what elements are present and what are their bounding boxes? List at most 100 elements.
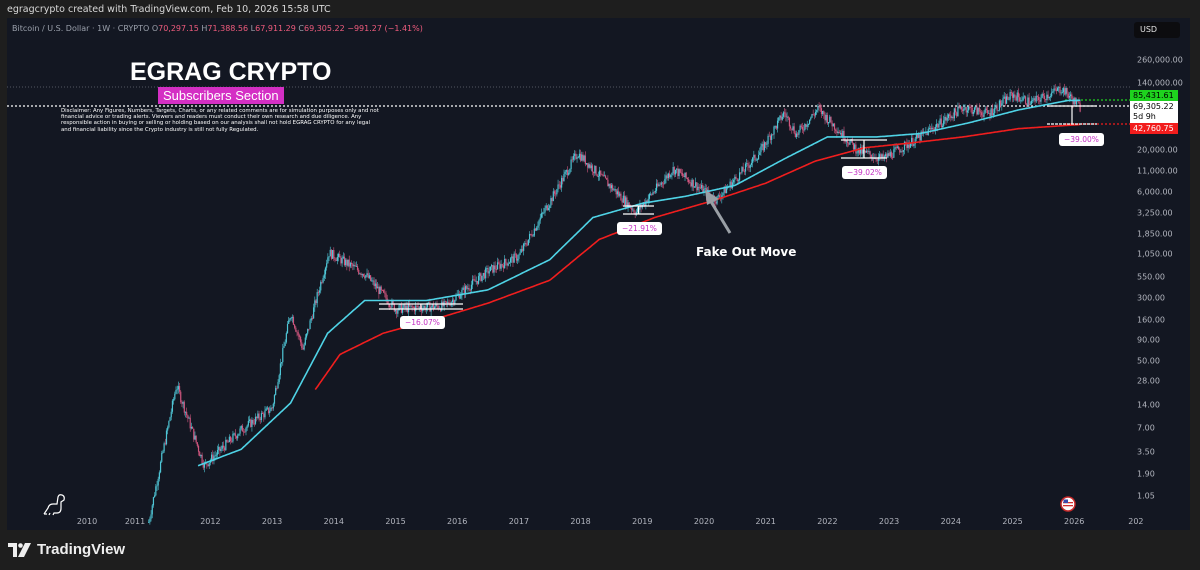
candle-body — [997, 110, 999, 112]
candle-body — [613, 189, 615, 191]
candle-body — [785, 113, 787, 118]
candle-body — [851, 138, 853, 143]
candle-body — [823, 111, 825, 115]
candle-body — [939, 118, 941, 124]
candle-body — [684, 172, 686, 178]
candle-body — [762, 143, 764, 151]
candle-body — [1051, 92, 1053, 97]
candle-body — [771, 134, 773, 140]
candle-body — [1022, 97, 1024, 101]
candle-body — [379, 286, 381, 294]
candle-body — [598, 170, 601, 177]
time-tick: 2013 — [261, 517, 283, 526]
candle-body — [587, 163, 589, 168]
candle-body — [685, 172, 687, 178]
candle-body — [659, 184, 661, 186]
candle-body — [444, 301, 446, 303]
us-flag-icon[interactable] — [1060, 496, 1076, 512]
candle-body — [750, 162, 753, 165]
candle-body — [905, 141, 907, 143]
candle-body — [1027, 97, 1029, 106]
candle-body — [894, 147, 896, 150]
candle-body — [914, 138, 916, 145]
candle-body — [849, 141, 851, 145]
candle-body — [463, 287, 465, 295]
candle-body — [257, 413, 259, 419]
candle-body — [790, 126, 792, 129]
candle-body — [683, 175, 685, 178]
candle-body — [686, 177, 688, 180]
candle-body — [858, 147, 861, 154]
candle-body — [1077, 100, 1079, 102]
candle-body — [259, 418, 261, 420]
candle-body — [481, 275, 483, 281]
candle-body — [215, 454, 217, 456]
candle-body — [509, 258, 512, 263]
candle-body — [527, 239, 529, 245]
candle-body — [402, 307, 404, 313]
candle-body — [576, 157, 578, 159]
candle-body — [531, 234, 533, 237]
candle-body — [617, 191, 620, 196]
chart-panel[interactable]: Bitcoin / U.S. Dollar · 1W · CRYPTO O70,… — [7, 18, 1190, 530]
candle-body — [163, 443, 165, 452]
candle-body — [519, 252, 521, 255]
time-tick: 2011 — [124, 517, 146, 526]
candle-body — [868, 151, 870, 153]
candle-body — [956, 112, 958, 117]
candle-body — [797, 133, 799, 135]
candle-body — [232, 433, 234, 442]
candle-body — [590, 165, 592, 169]
candle-body — [602, 174, 604, 177]
time-tick: 2025 — [1002, 517, 1023, 526]
candle-body — [254, 416, 257, 424]
candle-body — [860, 147, 862, 154]
candle-body — [979, 111, 982, 113]
candle-body — [775, 125, 777, 129]
candle-body — [167, 427, 169, 431]
candle-body — [628, 202, 630, 208]
candle-body — [919, 134, 921, 141]
candle-body — [958, 106, 960, 108]
currency-selector[interactable]: USD — [1134, 22, 1180, 38]
candle-body — [264, 410, 266, 418]
candle-body — [791, 128, 793, 130]
candle-body — [607, 179, 609, 187]
candle-body — [240, 425, 242, 429]
candle-body — [1036, 95, 1039, 97]
candle-body — [186, 411, 188, 416]
candle-body — [518, 254, 520, 259]
candle-body — [1009, 92, 1011, 100]
dino-icon[interactable] — [39, 492, 69, 518]
candle-body — [1040, 97, 1042, 102]
candle-body — [699, 187, 702, 189]
price-tick: 300.00 — [1137, 293, 1165, 303]
candle-body — [286, 323, 289, 334]
candle-body — [1048, 96, 1050, 99]
candle-body — [411, 305, 413, 308]
candle-body — [557, 184, 559, 190]
candle-body — [199, 451, 201, 457]
open-value: 70,297.15 — [158, 24, 199, 33]
candle-body — [668, 173, 671, 178]
candle-body — [992, 113, 995, 116]
candle-body — [219, 446, 221, 452]
candle-body — [151, 505, 153, 515]
candle-body — [150, 514, 152, 519]
candle-body — [998, 100, 1001, 111]
price-chart[interactable] — [7, 18, 1190, 530]
candle-body — [228, 436, 230, 443]
candle-body — [458, 293, 461, 299]
candle-body — [193, 428, 195, 440]
price-tick: 11,000.00 — [1137, 166, 1178, 176]
tradingview-logo[interactable]: TradingView — [8, 541, 125, 558]
green-price-label: 85,431.61 — [1130, 90, 1178, 101]
candle-body — [483, 272, 486, 279]
candle-body — [575, 153, 577, 159]
close-value: 69,305.22 — [303, 24, 345, 33]
candle-body — [888, 153, 890, 156]
candle-body — [403, 304, 405, 308]
candle-body — [843, 130, 845, 141]
candle-body — [963, 108, 965, 112]
candle-body — [944, 116, 946, 121]
